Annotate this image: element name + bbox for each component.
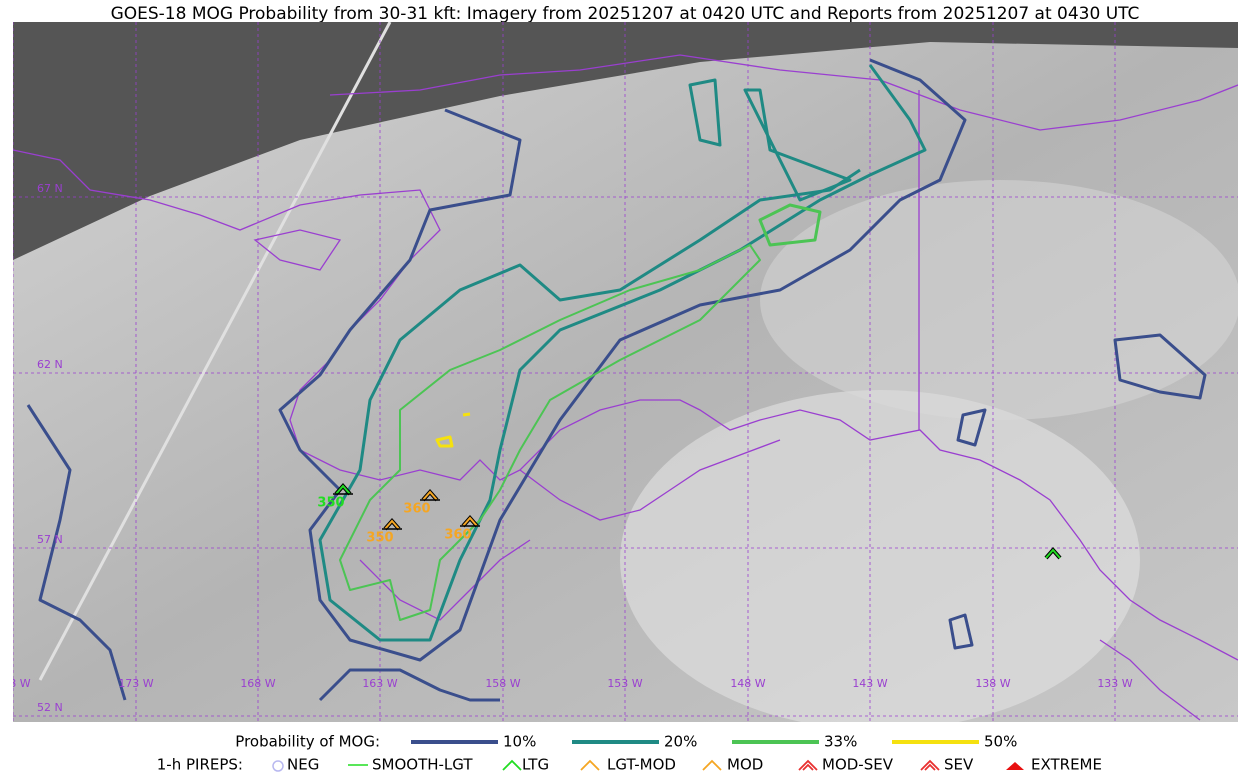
legend-title: Probability of MOG: [235, 733, 380, 751]
legend-label: EXTREME [1031, 756, 1102, 774]
lon-label: 173 W [118, 677, 153, 690]
legend-label: MOD [727, 756, 763, 774]
lon-label: 138 W [975, 677, 1010, 690]
map: 350 360 350 360 67 N 62 N 57 N 52 N 178 W 173 W 1… [0, 22, 1238, 722]
legend-label: 10% [503, 733, 536, 751]
pirep-label: 360 [403, 502, 430, 517]
legend-label: LTG [522, 756, 549, 774]
coastlines [13, 54, 1238, 721]
lon-label: 143 W [852, 677, 887, 690]
pireps: 350 360 350 360 [317, 482, 1062, 560]
legend-title: 1-h PIREPS: [157, 756, 243, 774]
cloud [760, 180, 1238, 420]
legend-label: 50% [984, 733, 1017, 751]
graticule [13, 22, 1238, 722]
pirep-icon [462, 516, 478, 527]
pirep-label: 360 [444, 528, 471, 543]
legend-swatch [920, 759, 940, 771]
legend: Probability of MOG: 10% 20% 33% 50% 1-h PIREP… [157, 733, 1102, 774]
legend-label: 20% [664, 733, 697, 751]
legend-swatch [1006, 762, 1024, 770]
pirep-icon [422, 490, 438, 501]
lon-label: 163 W [362, 677, 397, 690]
lon-label: 153 W [607, 677, 642, 690]
pirep-icon [384, 519, 400, 530]
legend-swatch [580, 759, 600, 771]
pirep-label: 350 [366, 531, 393, 546]
legend-label: 33% [824, 733, 857, 751]
no-data [13, 22, 1238, 260]
lon-label: 133 W [1097, 677, 1132, 690]
legend-label: SEV [944, 756, 974, 774]
lon-label: 148 W [730, 677, 765, 690]
lat-label: 52 N [37, 701, 63, 714]
lat-label: 62 N [37, 358, 63, 371]
legend-swatch [798, 759, 818, 771]
swath-edge [38, 22, 392, 681]
legend-label: MOD-SEV [822, 756, 894, 774]
lon-label: 168 W [240, 677, 275, 690]
pirep-icon [1045, 548, 1061, 559]
pirep-label: 350 [317, 496, 344, 511]
legend-swatch [272, 760, 284, 772]
contours [26, 58, 1207, 702]
legend-swatch [502, 759, 522, 771]
legend-swatch [702, 759, 722, 771]
lat-label: 57 N [37, 533, 63, 546]
legend-label: NEG [287, 756, 319, 774]
legend-label: LGT-MOD [607, 756, 676, 774]
cloud [620, 390, 1140, 722]
pirep-icon [335, 484, 351, 495]
lat-label: 67 N [37, 182, 63, 195]
legend-label: SMOOTH-LGT [372, 756, 473, 774]
title: GOES-18 MOG Probability from 30-31 kft: … [111, 4, 1140, 24]
lon-label: 158 W [485, 677, 520, 690]
lon-label: 178 W [0, 677, 31, 690]
